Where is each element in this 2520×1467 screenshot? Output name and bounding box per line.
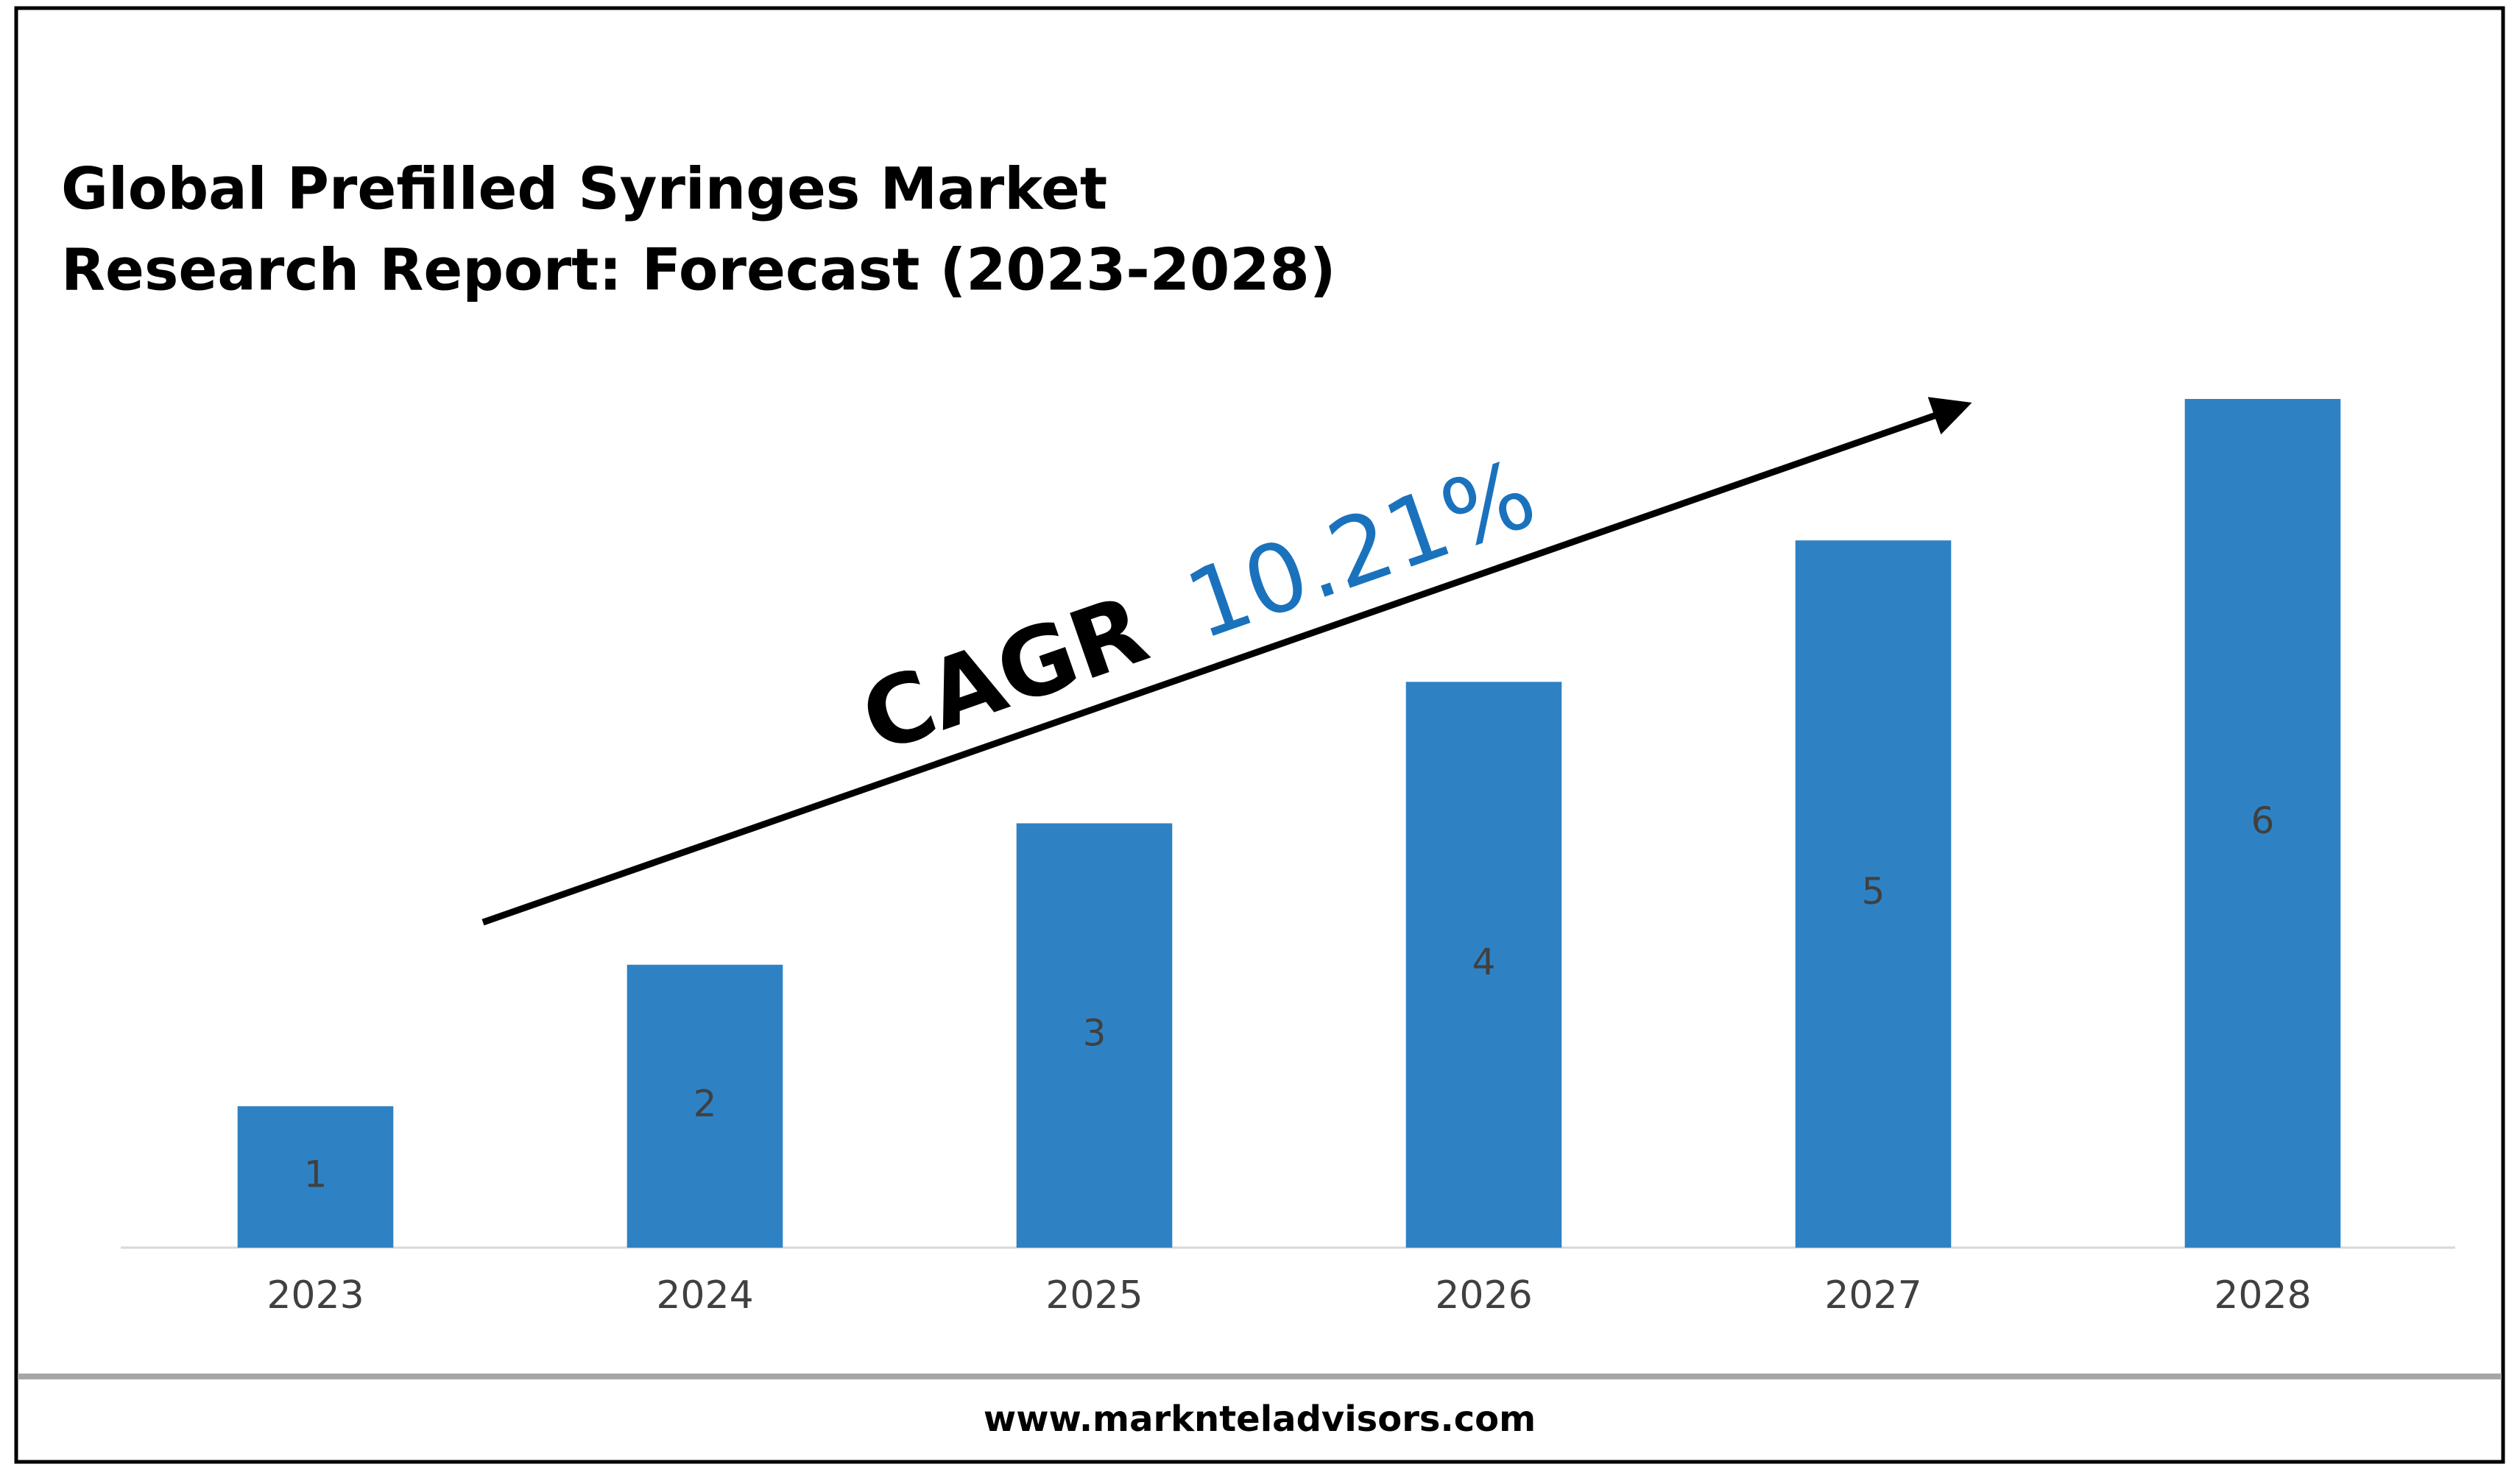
x-tick-label: 2028 <box>2214 1273 2311 1318</box>
chart-title: Research Report: Forecast (2023-2028) <box>61 237 1335 303</box>
x-tick-label: 2026 <box>1435 1273 1532 1318</box>
data-label: 6 <box>2251 799 2275 842</box>
trend-arrow <box>481 397 1972 926</box>
data-label: 4 <box>1472 941 1496 983</box>
data-label: 1 <box>304 1153 328 1195</box>
data-label: 5 <box>1862 870 1885 913</box>
bar <box>2184 399 2341 1248</box>
data-label: 2 <box>693 1082 717 1125</box>
bar <box>237 1106 394 1248</box>
data-label: 3 <box>1083 1011 1107 1054</box>
bar <box>627 964 783 1248</box>
x-tick-label: 2027 <box>1824 1273 1921 1318</box>
cagr-label: CAGR <box>849 575 1161 774</box>
chart-title: Global Prefilled Syringes Market <box>61 156 1107 222</box>
x-tick-label: 2025 <box>1045 1273 1143 1318</box>
bar <box>1016 823 1173 1248</box>
source: www.marknteladvisors.com <box>984 1399 1536 1440</box>
x-tick-label: 2023 <box>267 1273 364 1318</box>
bar <box>1405 682 1562 1248</box>
bar <box>1795 540 1952 1248</box>
cagr-value: 10.21% <box>1173 439 1549 662</box>
frame <box>14 6 2505 1464</box>
x-tick-label: 2024 <box>656 1273 753 1318</box>
